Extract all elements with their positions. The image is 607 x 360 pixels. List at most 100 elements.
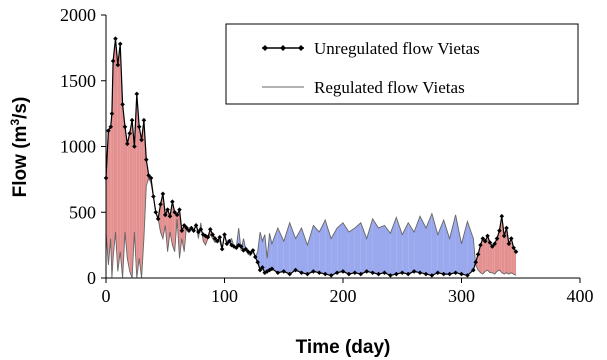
fill-regulated-above-segment	[366, 218, 373, 273]
unregulated-flow-point	[184, 225, 189, 231]
unregulated-flow-point	[217, 234, 223, 240]
unregulated-flow-point	[226, 238, 232, 244]
unregulated-flow-point	[494, 236, 500, 241]
unregulated-flow-point	[250, 248, 256, 253]
unregulated-flow-point	[127, 131, 132, 136]
unregulated-flow-point	[203, 233, 208, 239]
unregulated-flow-point	[167, 213, 173, 219]
unregulated-flow-point	[191, 228, 196, 233]
unregulated-flow-point	[473, 259, 479, 265]
fill-unregulated-above-segment	[504, 228, 507, 275]
fill-unregulated-above-segment	[513, 247, 516, 276]
unregulated-flow-point	[364, 269, 369, 274]
x-axis-title: Time (day)	[296, 337, 391, 358]
fill-unregulated-above-segment	[106, 130, 109, 265]
fill-regulated-above-segment	[325, 220, 332, 276]
unregulated-flow-point	[136, 124, 142, 130]
unregulated-flow-point	[243, 246, 249, 252]
y-tick-label: 2000	[60, 5, 96, 25]
unregulated-flow-point	[501, 233, 507, 239]
fill-regulated-above-segment	[372, 218, 379, 275]
unregulated-flow-point	[134, 91, 140, 97]
unregulated-flow-point	[172, 209, 178, 215]
x-tick-label: 300	[448, 286, 475, 306]
fill-unregulated-above-segment	[125, 126, 128, 259]
unregulated-flow-point	[394, 271, 399, 277]
fill-regulated-above-segment	[283, 222, 290, 275]
unregulated-flow-point	[106, 128, 111, 134]
fill-unregulated-above-segment	[117, 43, 121, 272]
fill-unregulated-above-segment	[122, 104, 125, 279]
unregulated-flow-point	[129, 117, 135, 123]
unregulated-flow-point	[275, 270, 281, 276]
unregulated-flow-point	[311, 269, 316, 274]
x-tick-label: 0	[102, 286, 111, 306]
unregulated-flow-point	[281, 269, 287, 274]
fill-regulated-above-segment	[408, 222, 415, 275]
unregulated-flow-point	[117, 41, 123, 47]
fill-unregulated-above-segment	[492, 243, 495, 275]
unregulated-flow-point	[162, 212, 168, 218]
unregulated-flow-point	[497, 228, 502, 233]
legend-box	[225, 23, 579, 105]
fill-regulated-above-segment	[431, 213, 438, 276]
fill-unregulated-above-segment	[136, 93, 140, 279]
unregulated-flow-point	[141, 117, 147, 123]
fill-regulated-above-segment	[437, 220, 444, 275]
unregulated-flow-point	[224, 241, 230, 247]
fill-regulated-above-segment	[295, 228, 302, 273]
legend-unregulated-marker-right	[298, 45, 304, 51]
fill-unregulated-above-segment	[167, 209, 170, 252]
unregulated-flow-point	[205, 234, 211, 240]
legend-unregulated-marker-left	[262, 45, 268, 51]
fill-regulated-above-segment	[319, 220, 326, 275]
unregulated-flow-point	[170, 199, 175, 205]
unregulated-flow-point	[160, 191, 166, 197]
y-axis-title-superscript: 3	[8, 119, 22, 126]
unregulated-flow-point	[429, 273, 435, 278]
fill-regulated-above-segment	[461, 221, 468, 276]
fill-regulated-above-segment	[262, 234, 265, 273]
unregulated-flow-point	[155, 216, 161, 222]
fill-unregulated-above-segment	[485, 235, 488, 272]
fill-regulated-above-segment	[390, 217, 397, 276]
unregulated-flow-point	[143, 157, 149, 162]
unregulated-flow-point	[174, 212, 180, 218]
unregulated-flow-point	[417, 270, 423, 276]
unregulated-flow-point	[200, 232, 206, 237]
unregulated-flow-point	[115, 62, 121, 68]
legend-unregulated-marker-mid	[280, 45, 286, 51]
unregulated-flow-point	[299, 270, 304, 276]
unregulated-flow-point	[177, 207, 182, 212]
unregulated-flow-point	[382, 270, 387, 276]
fill-unregulated-above-segment	[489, 242, 493, 273]
unregulated-flow-point	[340, 269, 346, 274]
fill-regulated-above-segment	[426, 213, 432, 276]
fill-regulated-above-segment	[443, 220, 450, 275]
unregulated-flow-point	[113, 36, 118, 41]
unregulated-flow-point	[478, 242, 483, 248]
x-ticks: 0 100 200 300 400	[102, 278, 594, 306]
fill-unregulated-above-segment	[108, 126, 111, 265]
unregulated-flow-point	[222, 232, 227, 237]
unregulated-flow-point	[193, 223, 199, 228]
unregulated-flow-point	[165, 207, 170, 212]
legend-regulated-label: Regulated flow Vietas	[314, 78, 465, 97]
unregulated-flow-point	[459, 271, 464, 277]
fill-regulated-above-segment	[402, 222, 409, 275]
unregulated-flow-point	[146, 173, 151, 178]
unregulated-flow-line-group	[103, 36, 519, 278]
unregulated-flow-point	[487, 240, 493, 245]
y-tick-label: 1000	[60, 137, 96, 157]
unregulated-flow-point	[480, 236, 486, 241]
unregulated-flow-point	[506, 241, 512, 247]
unregulated-flow-point	[441, 271, 447, 277]
x-tick-label: 200	[330, 286, 357, 306]
unregulated-flow-point	[447, 271, 452, 277]
fill-regulated-above-segment	[301, 228, 308, 275]
fill-regulated-above-segment	[337, 222, 343, 273]
unregulated-flow-point	[139, 137, 144, 143]
unregulated-flow-point	[358, 271, 364, 277]
fill-unregulated-above-segment	[141, 120, 144, 278]
unregulated-flow-point	[120, 102, 125, 107]
